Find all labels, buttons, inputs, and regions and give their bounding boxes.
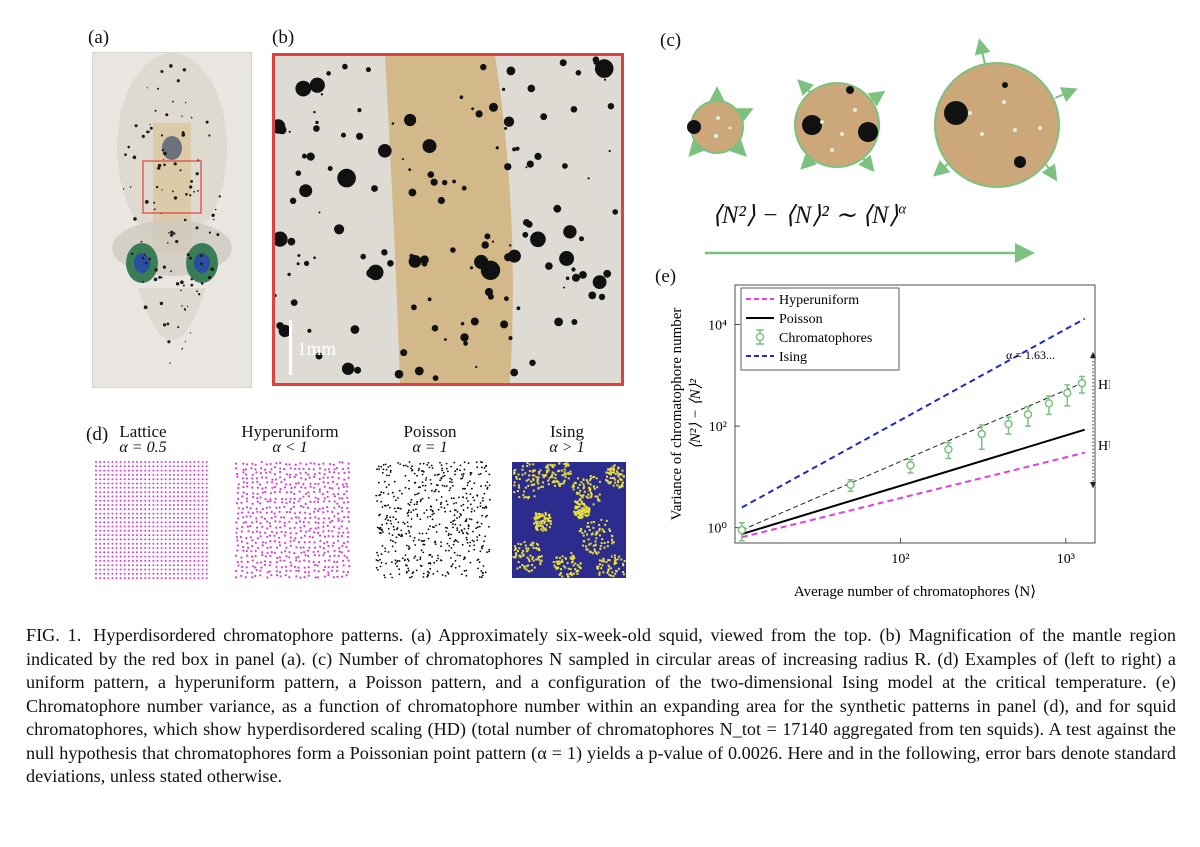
legend-box — [740, 287, 900, 371]
legend-swatch-chromatophores — [755, 329, 765, 345]
equation-text: ⟨N²⟩ − ⟨N⟩² ∼ ⟨N⟩ — [712, 202, 899, 229]
plot-frame — [734, 284, 1096, 544]
y-axis-label-formula: ⟨N²⟩ − ⟨N⟩² — [688, 378, 704, 449]
chromatophore-point — [846, 478, 855, 493]
pattern-ising-name: Ising — [550, 422, 584, 441]
x-tick-label: 10³ — [1057, 552, 1075, 567]
circle-medium — [794, 79, 886, 173]
chromatophore-point — [737, 522, 747, 542]
chromatophore-point — [1077, 375, 1087, 394]
pattern-poisson-alpha: α = 1 — [412, 439, 448, 456]
pattern-examples: Lattice α = 0.5 Hyperuniform α < 1 Poiss… — [86, 420, 646, 590]
scale-bar-label: 1mm — [297, 339, 337, 360]
legend-ising: Ising — [779, 350, 807, 365]
chart-points — [737, 375, 1087, 542]
alpha-annotation: α = 1.63... — [1006, 348, 1055, 362]
hyperuniform-pattern — [234, 460, 351, 579]
chromatophore-point — [906, 458, 915, 474]
chromatophore-point — [1004, 416, 1013, 435]
pattern-lattice-alpha: α = 0.5 — [119, 439, 167, 456]
pattern-poisson-name: Poisson — [403, 422, 457, 441]
panel-d-label: (d) — [86, 424, 109, 445]
series-line-hyperuniform — [741, 451, 1085, 539]
fit-line — [741, 382, 1083, 531]
panel-b-label: (b) — [272, 27, 295, 48]
y-tick-label: 10⁴ — [708, 319, 727, 334]
chromatophore-point — [944, 442, 953, 460]
chromatophore-point — [1044, 395, 1054, 416]
magnified-mantle — [275, 56, 621, 383]
circle-large — [932, 38, 1078, 188]
pattern-hyperuniform-name: Hyperuniform — [241, 422, 339, 441]
ising-pattern — [512, 462, 626, 578]
chart-lines — [741, 317, 1086, 539]
caption-text: Hyperdisordered chromatophore patterns. … — [26, 625, 1177, 786]
y-tick-label: 10² — [709, 420, 727, 435]
x-tick-label: 10² — [891, 552, 909, 567]
hu-label: HU — [1098, 439, 1110, 454]
magnification-photo: 1mm — [272, 53, 624, 386]
circle-small — [687, 86, 754, 157]
chromatophore-point — [1023, 406, 1033, 427]
pattern-lattice-name: Lattice — [119, 422, 167, 441]
x-axis-label: Average number of chromatophores ⟨N⟩ — [794, 584, 1036, 600]
panel-e-label: (e) — [655, 266, 677, 287]
equation-exponent: α — [898, 201, 907, 218]
chromatophore-point — [1063, 384, 1072, 407]
pattern-ising-alpha: α > 1 — [549, 439, 585, 456]
circles-svg — [687, 38, 1078, 263]
legend-chromatophores: Chromatophores — [779, 331, 872, 346]
caption-number: FIG. 1. — [26, 625, 82, 645]
chromatophore-spots — [275, 56, 618, 381]
chart-ticks: 10² 10³ 10⁰ 10² 10⁴ — [707, 319, 1075, 567]
figure-caption: FIG. 1. Hyperdisordered chromatophore pat… — [26, 624, 1176, 789]
poisson-pattern — [375, 461, 491, 579]
y-tick-label: 10⁰ — [707, 522, 727, 537]
variance-chart: 10² 10³ 10⁰ 10² 10⁴ Hyperuniform Poisson Chr… — [640, 258, 1118, 610]
chromatophore-point — [977, 424, 986, 451]
pattern-squares — [95, 460, 626, 580]
y-axis-label: Variance of chromatophore number — [669, 308, 685, 521]
series-line-poisson — [741, 428, 1086, 536]
panel-c-label: (c) — [660, 30, 682, 51]
variance-equation: ⟨N²⟩ − ⟨N⟩² ∼ ⟨N⟩α — [712, 200, 906, 230]
scale-bar — [289, 320, 292, 375]
hu-arrow-icon — [1090, 482, 1096, 488]
hd-label: HD — [1098, 378, 1110, 393]
hd-arrow-icon — [1090, 352, 1096, 358]
pattern-hyperuniform-alpha: α < 1 — [272, 439, 308, 456]
series-line-ising — [741, 317, 1086, 509]
sampling-circles-diagram: ⟨N²⟩ − ⟨N⟩² ∼ ⟨N⟩α — [660, 30, 1080, 275]
legend-hyperuniform: Hyperuniform — [779, 293, 859, 308]
lattice-pattern — [95, 461, 208, 580]
legend-poisson: Poisson — [779, 312, 823, 327]
region-box — [142, 160, 202, 214]
squid-photo — [92, 52, 252, 388]
chart-svg: 10² 10³ 10⁰ 10² 10⁴ Hyperuniform Poisson Chr… — [669, 284, 1118, 600]
squid-illustration — [112, 53, 232, 364]
panel-a-label: (a) — [88, 27, 110, 48]
